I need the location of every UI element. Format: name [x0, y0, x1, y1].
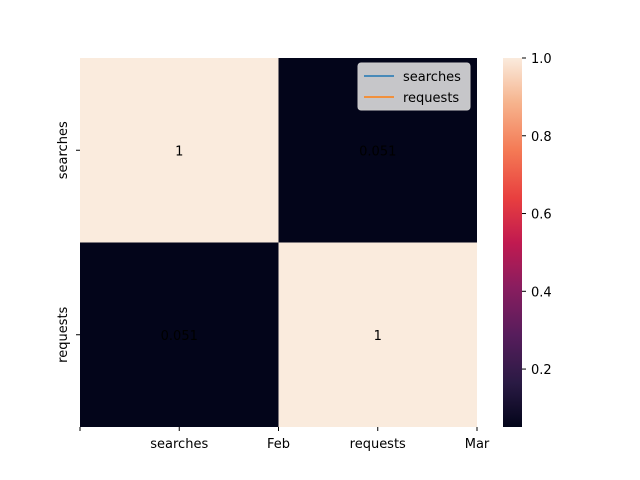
- colorbar: 0.2 0.4 0.6 0.8 1.0: [503, 52, 552, 427]
- heatmap-cell-requests-searches: [80, 242, 279, 427]
- colorbar-ticks: 0.2 0.4 0.6 0.8 1.0: [522, 52, 552, 378]
- cell-label: 0.051: [161, 329, 198, 344]
- cell-label: 1: [374, 329, 382, 344]
- legend-label-searches: searches: [403, 70, 461, 85]
- colorbar-tick-label: 0.6: [531, 208, 552, 223]
- x-tick-label: Mar: [465, 437, 490, 452]
- heatmap-cell-requests-requests: [278, 242, 477, 427]
- colorbar-tick-label: 0.4: [531, 285, 552, 300]
- x-tick-label: Feb: [267, 437, 290, 452]
- x-tick-label: requests: [350, 437, 406, 452]
- legend: searches requests: [357, 62, 471, 111]
- heatmap-cells: [80, 58, 477, 427]
- colorbar-gradient: [503, 58, 522, 427]
- y-axis-ticks: searches requests: [56, 121, 80, 363]
- x-tick-label: searches: [150, 437, 208, 452]
- colorbar-tick-label: 1.0: [531, 52, 552, 67]
- heatmap-cell-searches-searches: [80, 58, 279, 243]
- cell-label: 1: [175, 144, 183, 159]
- legend-label-requests: requests: [403, 91, 459, 106]
- colorbar-tick-label: 0.2: [531, 363, 552, 378]
- x-axis-ticks: searches Feb requests Mar: [79, 427, 490, 452]
- y-tick-label: requests: [56, 306, 71, 362]
- y-tick-label: searches: [56, 121, 71, 179]
- colorbar-tick-label: 0.8: [531, 130, 552, 145]
- cell-label: 0.051: [359, 144, 396, 159]
- heatmap-cell-labels: 1 0.051 0.051 1: [161, 144, 397, 344]
- legend-box: [357, 62, 471, 111]
